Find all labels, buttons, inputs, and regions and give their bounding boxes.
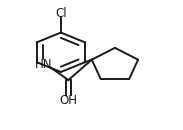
Text: OH: OH [59, 94, 77, 107]
Text: Cl: Cl [55, 7, 67, 20]
Text: HN: HN [35, 58, 53, 71]
